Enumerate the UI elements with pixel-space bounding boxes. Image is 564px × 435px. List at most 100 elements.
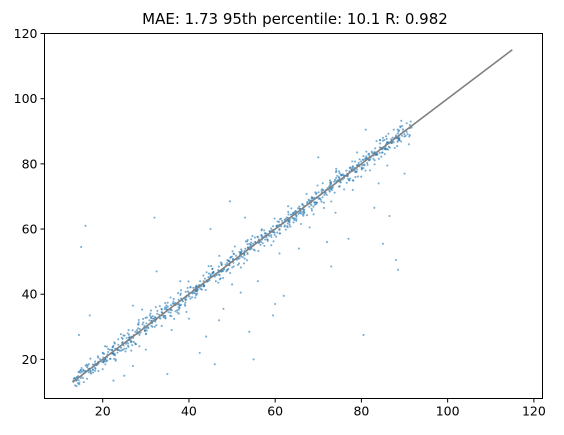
- scatter-point: [234, 254, 238, 257]
- scatter-point: [386, 148, 390, 151]
- scatter-point: [264, 238, 267, 241]
- scatter-point: [207, 272, 210, 275]
- scatter-point: [259, 243, 262, 246]
- scatter-point: [217, 281, 220, 284]
- scatter-point: [239, 266, 243, 269]
- scatter-point: [124, 342, 128, 345]
- scatter-point: [137, 323, 140, 326]
- scatter-point: [360, 168, 363, 171]
- scatter-point: [373, 159, 376, 162]
- scatter-point: [177, 308, 180, 311]
- scatter-point: [138, 327, 141, 330]
- scatter-point: [195, 294, 198, 297]
- scatter-point: [253, 236, 256, 239]
- scatter-point: [93, 360, 97, 363]
- scatter-point: [139, 331, 142, 334]
- scatter-point: [91, 363, 94, 366]
- scatter-point: [102, 361, 105, 364]
- scatter-point: [220, 263, 223, 267]
- scatter-point: [202, 280, 205, 283]
- scatter-point: [243, 216, 247, 219]
- scatter-point: [330, 188, 333, 192]
- scatter-point: [136, 327, 140, 330]
- scatter-point: [362, 333, 365, 337]
- scatter-point: [366, 161, 369, 165]
- scatter-point: [330, 180, 333, 183]
- scatter-point: [289, 225, 292, 228]
- scatter-point: [408, 123, 411, 127]
- scatter-point: [398, 136, 401, 139]
- scatter-point: [177, 298, 180, 301]
- scatter-point: [180, 303, 183, 306]
- scatter-point: [302, 212, 305, 215]
- scatter-point: [178, 306, 181, 310]
- scatter-point: [77, 379, 80, 382]
- scatter-point: [351, 166, 354, 169]
- scatter-point: [278, 229, 281, 232]
- scatter-point: [87, 363, 90, 366]
- scatter-point: [361, 164, 364, 167]
- scatter-point: [352, 179, 355, 182]
- scatter-point: [138, 345, 141, 348]
- scatter-point: [149, 312, 152, 315]
- scatter-point: [165, 304, 168, 307]
- scatter-point: [317, 156, 320, 159]
- scatter-point: [127, 329, 130, 332]
- scatter-point: [404, 134, 407, 137]
- scatter-point: [166, 373, 169, 376]
- scatter-point: [256, 280, 259, 283]
- scatter-point: [154, 306, 157, 309]
- scatter-point: [271, 225, 274, 228]
- scatter-point: [137, 321, 140, 324]
- scatter-point: [119, 333, 122, 336]
- scatter-point: [231, 250, 234, 253]
- scatter-point: [213, 363, 216, 366]
- scatter-point: [284, 228, 287, 231]
- scatter-point: [170, 329, 173, 332]
- scatter-point: [189, 297, 192, 300]
- scatter-point: [91, 368, 94, 371]
- scatter-point: [397, 268, 400, 271]
- scatter-point: [117, 343, 120, 346]
- reference-line: [72, 49, 513, 383]
- scatter-point: [287, 210, 290, 214]
- scatter-point: [97, 369, 100, 372]
- scatter-point: [356, 151, 359, 154]
- scatter-point: [101, 351, 104, 354]
- scatter-point: [130, 349, 133, 352]
- scatter-point: [219, 277, 222, 280]
- scatter-point: [260, 228, 263, 231]
- x-tick-label: 120: [522, 404, 546, 419]
- scatter-point: [187, 317, 190, 320]
- scatter-point: [153, 216, 156, 219]
- scatter-point: [174, 310, 177, 313]
- scatter-point: [379, 138, 382, 141]
- scatter-point: [321, 188, 324, 191]
- scatter-point: [220, 262, 223, 265]
- scatter-point: [134, 330, 137, 333]
- scatter-point: [248, 242, 251, 245]
- scatter-point: [313, 201, 316, 204]
- scatter-point: [160, 311, 163, 314]
- scatter-point: [192, 286, 195, 289]
- scatter-point: [387, 132, 390, 135]
- scatter-point: [132, 340, 135, 343]
- scatter-point: [407, 143, 410, 146]
- scatter-point: [177, 292, 180, 295]
- scatter-point: [317, 197, 320, 200]
- scatter-point: [79, 369, 82, 372]
- scatter-point: [345, 181, 348, 184]
- scatter-point: [229, 271, 232, 275]
- scatter-point: [149, 309, 153, 312]
- scatter-point: [155, 324, 158, 327]
- scatter-point: [280, 225, 283, 228]
- scatter-point: [96, 355, 99, 358]
- scatter-point: [162, 314, 165, 317]
- scatter-point: [377, 157, 380, 160]
- scatter-point: [86, 364, 89, 367]
- scatter-point: [406, 133, 409, 136]
- scatter-point: [156, 312, 159, 315]
- scatter-point: [336, 174, 339, 177]
- scatter-point: [322, 201, 325, 204]
